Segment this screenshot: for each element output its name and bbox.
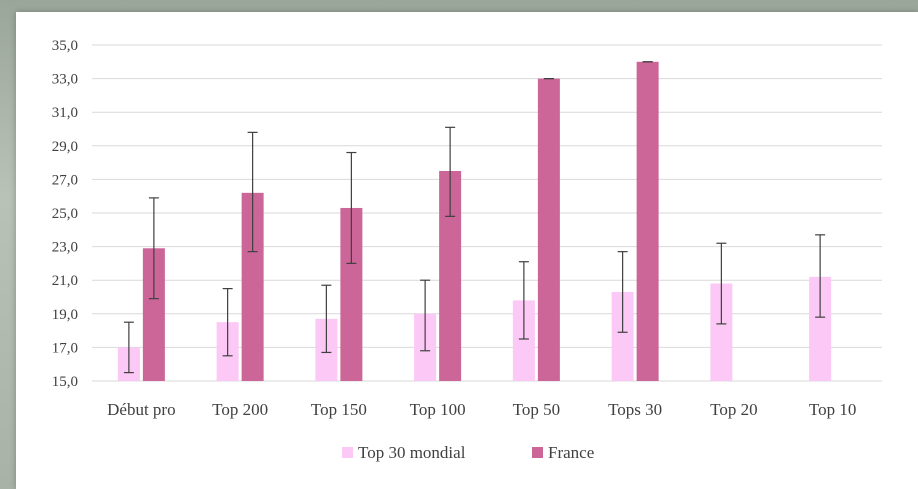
bar-france: [637, 62, 659, 381]
legend-swatch: [342, 447, 353, 458]
y-tick-label: 31,0: [52, 105, 78, 121]
y-axis-tick-labels: 15,0 17,0 19,0 21,0 23,0 25,0 27,0 29,0 31,0 33,0…: [52, 38, 78, 390]
y-tick-label: 29,0: [52, 139, 78, 155]
legend-item: France: [532, 443, 594, 462]
y-tick-label: 15,0: [52, 374, 78, 390]
legend: Top 30 mondial France: [342, 443, 594, 462]
y-tick-label: 35,0: [52, 38, 78, 54]
y-tick-label: 23,0: [52, 240, 78, 256]
legend-label: Top 30 mondial: [358, 443, 466, 462]
bar-chart: 15,0 17,0 19,0 21,0 23,0 25,0 27,0 29,0 31,0 33,0…: [16, 12, 918, 489]
y-tick-label: 25,0: [52, 206, 78, 222]
bars: [118, 62, 831, 381]
x-category-label: Top 200: [212, 400, 268, 419]
x-category-label: Top 150: [311, 400, 367, 419]
x-category-label: Début pro: [107, 400, 175, 419]
x-category-label: Tops 30: [608, 400, 662, 419]
x-category-label: Top 50: [513, 400, 560, 419]
x-category-label: Top 100: [410, 400, 466, 419]
chart-card: 15,0 17,0 19,0 21,0 23,0 25,0 27,0 29,0 31,0 33,0…: [16, 12, 918, 489]
legend-label: France: [548, 443, 594, 462]
x-axis-category-labels: Début pro Top 200 Top 150 Top 100 Top 50 Tops…: [107, 400, 856, 419]
x-category-label: Top 20: [710, 400, 757, 419]
y-tick-label: 27,0: [52, 172, 78, 188]
gridlines: [92, 45, 882, 381]
y-tick-label: 21,0: [52, 273, 78, 289]
y-tick-label: 17,0: [52, 340, 78, 356]
legend-swatch: [532, 447, 543, 458]
y-tick-label: 19,0: [52, 307, 78, 323]
y-tick-label: 33,0: [52, 72, 78, 88]
legend-item: Top 30 mondial: [342, 443, 466, 462]
x-category-label: Top 10: [809, 400, 856, 419]
bar-france: [538, 79, 560, 381]
